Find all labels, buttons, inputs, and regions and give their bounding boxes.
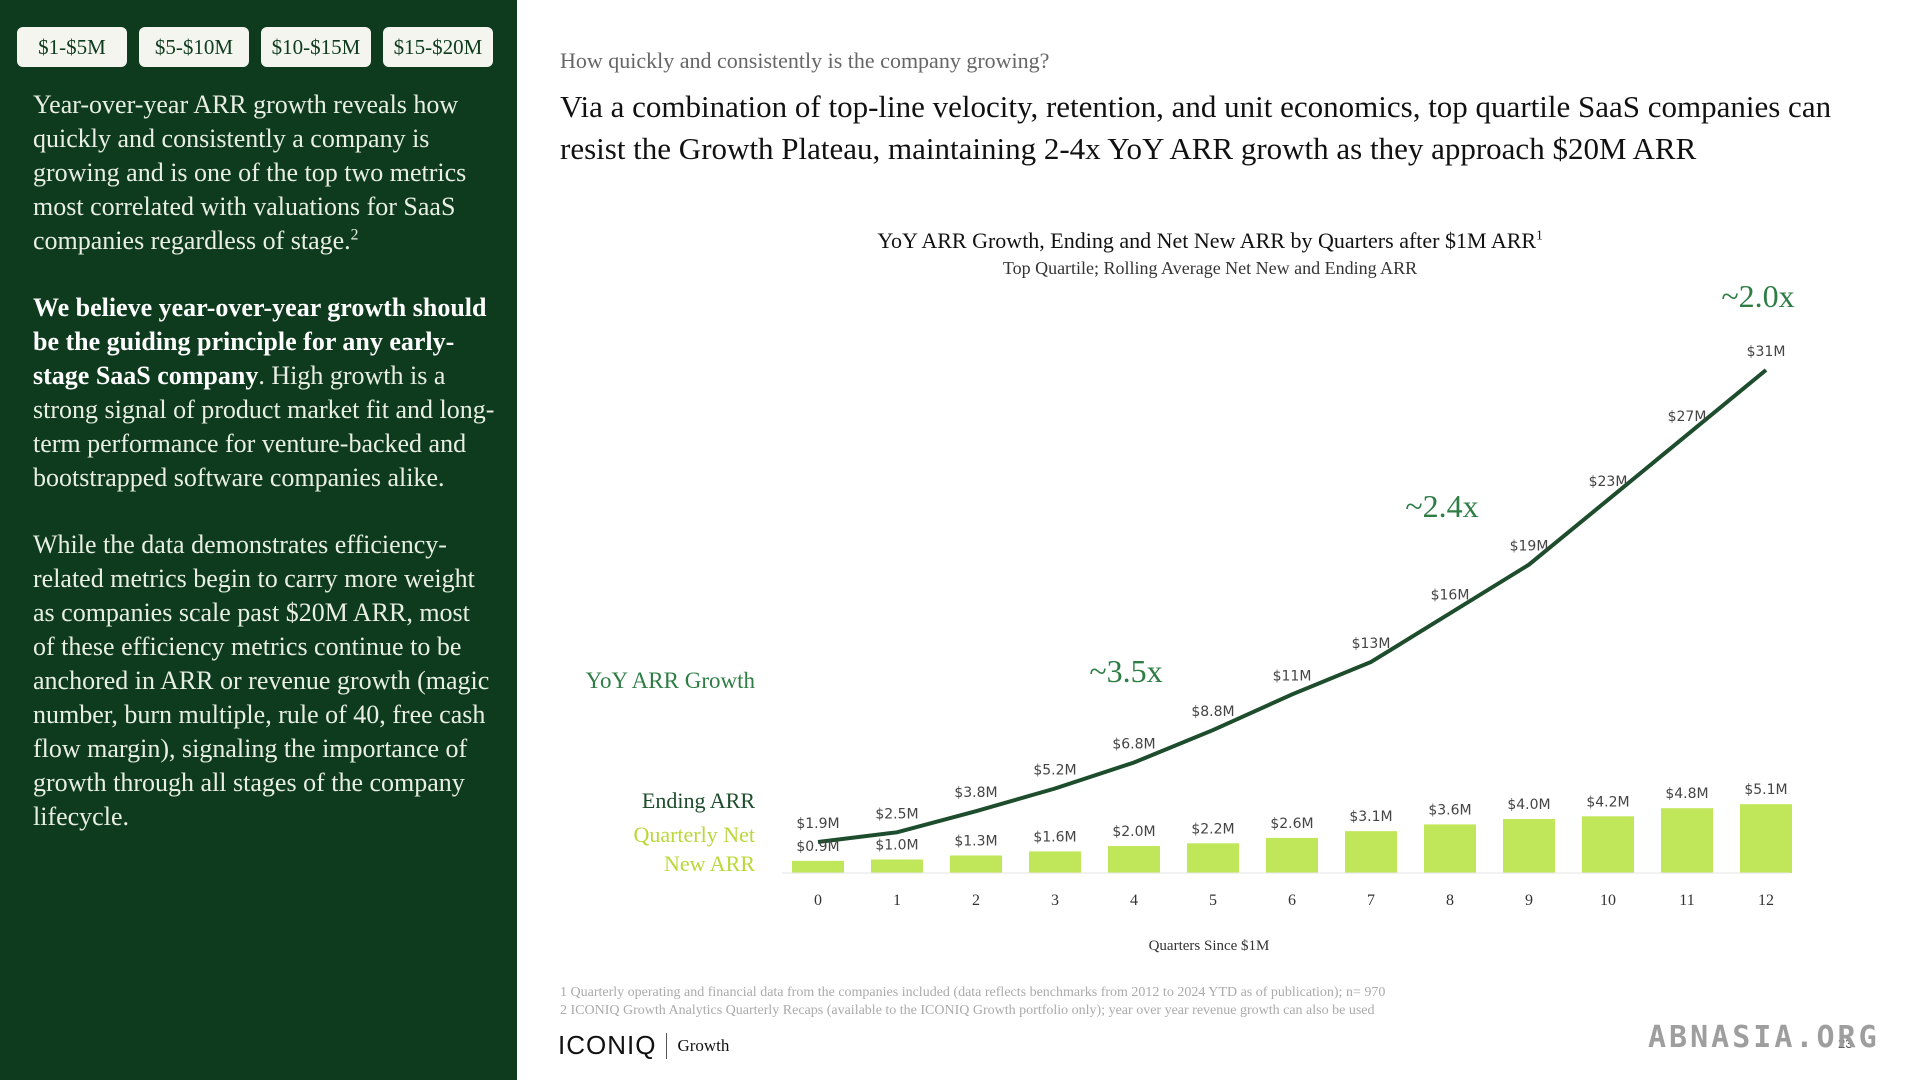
sidebar-paragraph-2: We believe year-over-year growth should …: [33, 293, 495, 492]
net-new-label: $4.8M: [1665, 786, 1708, 802]
logo-wordmark: ICONIQ: [558, 1030, 657, 1060]
tab-1-5m[interactable]: $1-$5M: [17, 27, 127, 67]
logo-divider: [666, 1032, 668, 1059]
growth-multiple-label: ~3.5x: [1089, 653, 1162, 689]
x-axis-label: Quarters Since $1M: [1149, 938, 1270, 954]
page-headline: Via a combination of top-line velocity, …: [560, 89, 1832, 166]
x-tick-label: 4: [1130, 892, 1138, 909]
x-tick-label: 5: [1209, 892, 1217, 909]
net-new-label: $3.6M: [1428, 802, 1471, 818]
ending-arr-label: $16M: [1431, 587, 1470, 603]
ending-arr-label: $5.2M: [1033, 762, 1076, 778]
net-new-bar: [1582, 816, 1634, 873]
x-tick-label: 1: [893, 892, 901, 909]
net-new-label: $1.6M: [1033, 829, 1076, 845]
arr-range-tabs: $1-$5M $5-$10M $10-$15M $15-$20M: [17, 27, 493, 67]
ending-arr-label: $1.9M: [796, 816, 839, 832]
iconiq-logo: ICONIQ Growth: [558, 1030, 729, 1061]
ending-arr-label: $3.8M: [954, 785, 997, 801]
footnote-2: 2 ICONIQ Growth Analytics Quarterly Reca…: [560, 1003, 1375, 1018]
net-new-bar: [950, 855, 1002, 873]
ending-arr-label: $27M: [1668, 409, 1707, 425]
footnote-1: 1 Quarterly operating and financial data…: [560, 985, 1386, 1000]
sidebar-paragraph-3: While the data demonstrates efficiency-r…: [33, 530, 490, 831]
net-new-bar: [1661, 808, 1713, 873]
net-new-bar: [1029, 851, 1081, 873]
ending-arr-label: $13M: [1352, 636, 1391, 652]
x-tick-label: 8: [1446, 892, 1454, 909]
net-new-bar: [1424, 824, 1476, 873]
ending-arr-label: $19M: [1510, 539, 1549, 555]
net-new-bar: [1187, 843, 1239, 873]
x-tick-label: 3: [1051, 892, 1059, 909]
watermark-text: ABNASIA.ORG: [1648, 1020, 1880, 1055]
sidebar-panel: $1-$5M $5-$10M $10-$15M $15-$20M Year-ov…: [0, 0, 517, 1080]
net-new-bar: [1266, 837, 1318, 873]
net-new-label: $2.2M: [1191, 821, 1234, 837]
net-new-label: $3.1M: [1349, 809, 1392, 825]
legend-yoy-growth: YoY ARR Growth: [585, 668, 755, 693]
tab-15-20m[interactable]: $15-$20M: [383, 27, 493, 67]
footnote-ref-2: 2: [350, 226, 359, 244]
ending-arr-label: $8.8M: [1191, 704, 1234, 720]
x-tick-label: 12: [1758, 892, 1774, 909]
ending-arr-label: $31M: [1747, 344, 1786, 360]
tab-10-15m[interactable]: $10-$15M: [261, 27, 371, 67]
net-new-label: $1.0M: [875, 838, 918, 854]
ending-arr-label: $23M: [1589, 474, 1628, 490]
page-number: 23: [1838, 1036, 1853, 1051]
net-new-label: $2.0M: [1112, 824, 1155, 840]
x-tick-label: 10: [1600, 892, 1616, 909]
tab-5-10m[interactable]: $5-$10M: [139, 27, 249, 67]
net-new-label: $4.2M: [1586, 794, 1629, 810]
x-tick-label: 11: [1679, 892, 1694, 909]
growth-multiple-label: ~2.0x: [1721, 278, 1794, 314]
chart-subtitle: Top Quartile; Rolling Average Net New an…: [1002, 258, 1418, 278]
footnote-ref-1: 1: [1536, 227, 1543, 243]
growth-multiple-label: ~2.4x: [1405, 488, 1478, 524]
ending-arr-label: $6.8M: [1112, 737, 1155, 753]
net-new-bar: [792, 860, 844, 873]
logo-subtitle: Growth: [677, 1035, 730, 1055]
ending-arr-line: [817, 368, 1768, 844]
net-new-bar: [1503, 819, 1555, 873]
ending-arr-label: $11M: [1273, 668, 1312, 684]
x-tick-label: 7: [1367, 892, 1375, 909]
x-tick-label: 9: [1525, 892, 1533, 909]
ending-arr-label: $2.5M: [875, 806, 918, 822]
x-tick-label: 2: [972, 892, 980, 909]
legend-net-new-arr: Quarterly Net New ARR: [633, 822, 755, 876]
net-new-bar: [1345, 831, 1397, 873]
net-new-label: $0.9M: [796, 839, 839, 855]
chart-title: YoY ARR Growth, Ending and Net New ARR b…: [877, 227, 1543, 253]
section-question: How quickly and consistently is the comp…: [560, 48, 1050, 73]
net-new-label: $5.1M: [1744, 782, 1787, 798]
net-new-label: $2.6M: [1270, 816, 1313, 832]
x-tick-label: 6: [1288, 892, 1296, 909]
net-new-label: $4.0M: [1507, 797, 1550, 813]
net-new-label: $1.3M: [954, 833, 997, 849]
net-new-bar: [1108, 846, 1160, 873]
net-new-bar: [871, 859, 923, 873]
footnotes: 1 Quarterly operating and financial data…: [560, 984, 1385, 1020]
sidebar-text: Year-over-year ARR growth reveals how qu…: [33, 88, 495, 867]
legend-ending-arr: Ending ARR: [641, 788, 755, 813]
x-tick-label: 0: [814, 892, 822, 909]
net-new-bar: [1740, 804, 1792, 873]
sidebar-paragraph-1: Year-over-year ARR growth reveals how qu…: [33, 90, 467, 255]
